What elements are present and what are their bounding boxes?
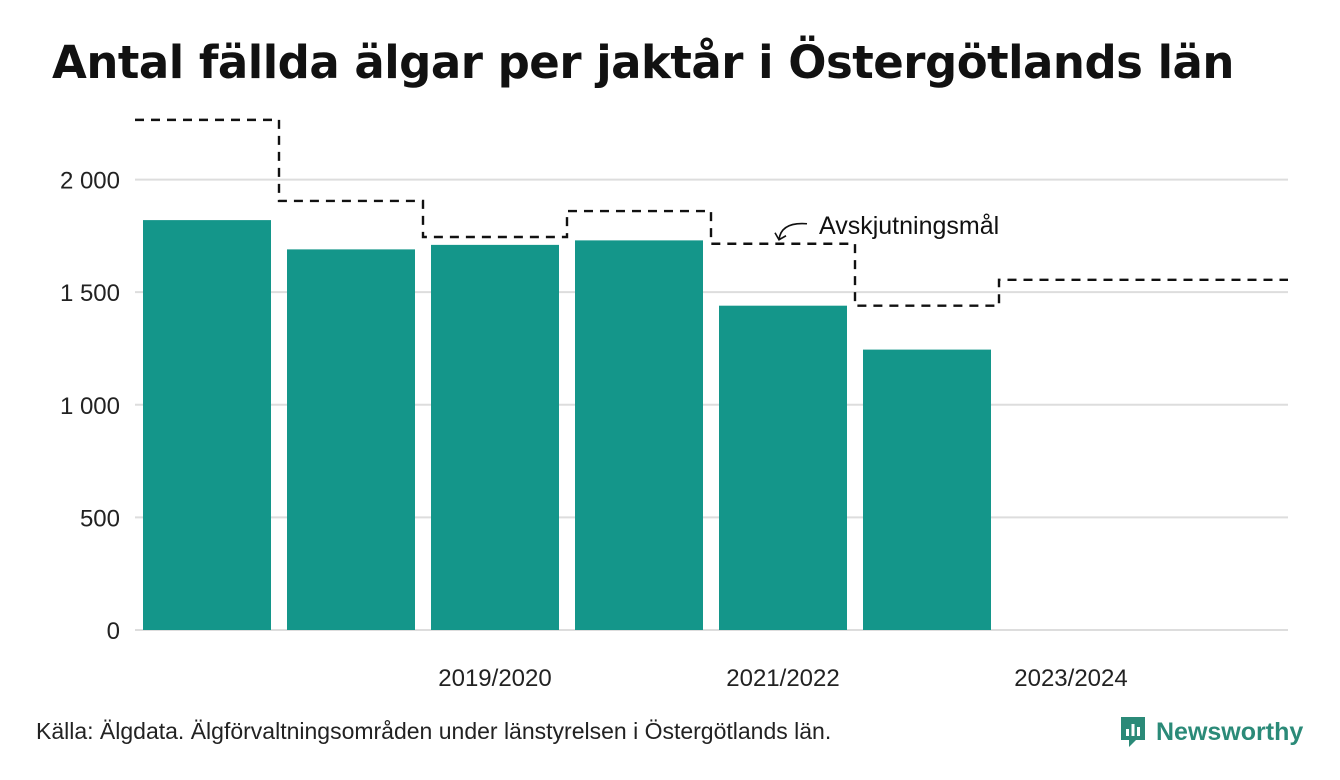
annotation-label: Avskjutningsmål xyxy=(819,212,999,240)
x-axis-ticks: 2019/2020 2021/2022 2023/2024 xyxy=(438,665,1127,692)
target-step-path xyxy=(135,118,1288,307)
annotation-arrow xyxy=(774,222,808,241)
bar-2019-2020 xyxy=(431,244,559,630)
y-tick-label: 1 500 xyxy=(60,280,120,307)
chart-title: Antal fällda älgar per jaktår i Östergöt… xyxy=(52,36,1234,89)
x-tick-label: 2019/2020 xyxy=(438,665,551,692)
target-step-line xyxy=(135,118,1288,307)
y-tick-label: 1 000 xyxy=(60,393,120,420)
bar-2022-2023 xyxy=(863,349,991,630)
y-tick-label: 0 xyxy=(107,618,120,645)
y-tick-label: 2 000 xyxy=(60,168,120,195)
source-note: Källa: Älgdata. Älgförvaltningsområden u… xyxy=(36,718,832,744)
bar-2017-2018 xyxy=(143,220,271,630)
newsworthy-logo: Newsworthy xyxy=(1118,712,1303,752)
bar-2021-2022 xyxy=(719,305,847,630)
annotation: Avskjutningsmål xyxy=(774,212,999,241)
y-axis-ticks: 0 500 1 000 1 500 2 000 xyxy=(60,168,120,645)
bar-2020-2021 xyxy=(575,240,703,631)
brand-name: Newsworthy xyxy=(1156,717,1304,746)
bar-2018-2019 xyxy=(287,249,415,630)
newsworthy-logo-icon xyxy=(1121,717,1145,747)
x-tick-label: 2021/2022 xyxy=(726,665,839,692)
y-tick-label: 500 xyxy=(80,505,120,532)
bars xyxy=(143,220,991,631)
x-tick-label: 2023/2024 xyxy=(1014,665,1127,692)
